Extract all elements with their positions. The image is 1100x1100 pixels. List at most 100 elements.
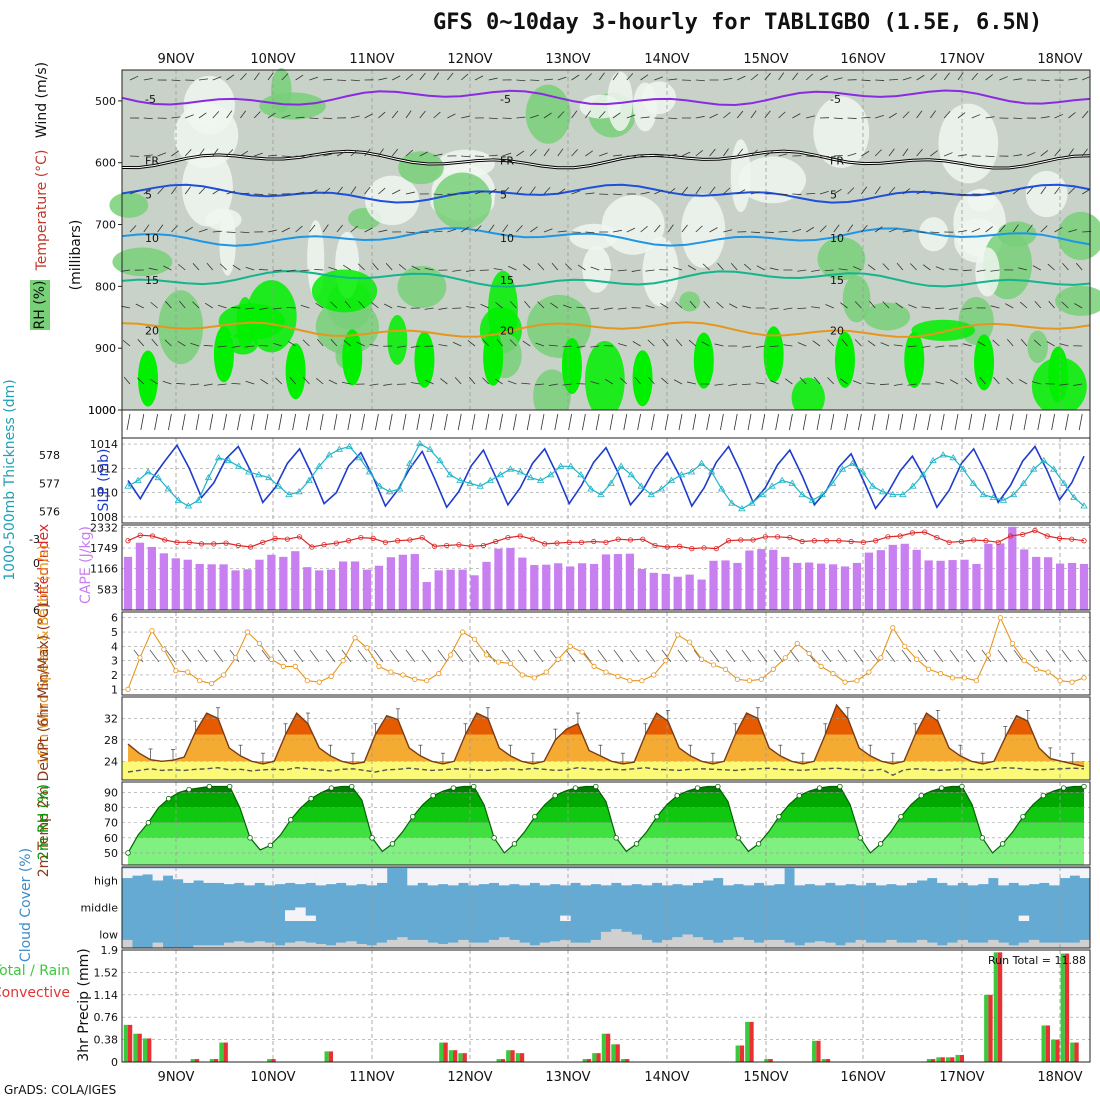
cloud-high-clear [1008, 868, 1019, 883]
wind-barb [171, 116, 181, 119]
wind-barb [1068, 148, 1074, 157]
rh-shade [975, 247, 1000, 297]
wind-barb [548, 344, 558, 347]
wind-barb [350, 149, 358, 157]
wind-barb [171, 79, 181, 82]
surface-wind-barb [1023, 413, 1028, 431]
li-point [787, 534, 793, 541]
precip-convective-bar [453, 1050, 458, 1062]
rh-point [430, 792, 436, 799]
cloud-bar [152, 942, 164, 948]
li-point [1020, 531, 1026, 538]
wind-barb [323, 78, 333, 81]
temperature-contour-label: 5 [500, 189, 507, 202]
thickness-point [687, 468, 696, 475]
wind-barb [930, 110, 936, 119]
thickness-tick: 578 [39, 449, 60, 462]
wind-barb [522, 340, 531, 347]
cloud-bar [774, 939, 785, 948]
wind-barb [300, 269, 310, 272]
wind-barb [231, 307, 241, 309]
wind-barb [930, 231, 940, 234]
date-label-top: 14NOV [644, 52, 689, 67]
thickness-point [647, 490, 655, 498]
cloud-high-clear [285, 868, 296, 883]
cloud-bar [600, 931, 612, 948]
surface-wind-barb [885, 413, 890, 431]
dewpoint-line [127, 766, 1085, 776]
wind-barb [369, 343, 379, 347]
wind-barb [764, 72, 771, 81]
wind-barb [557, 230, 567, 233]
rh-tick: 90 [104, 787, 118, 800]
wind-barb [1006, 338, 1014, 347]
thickness-point [657, 485, 666, 492]
cape-bar [781, 556, 790, 610]
rh-shade [342, 329, 363, 386]
wind-barb [493, 268, 503, 271]
wind-barb [1005, 303, 1014, 309]
wind-barb [557, 188, 566, 195]
wind10m-axis-label: 10m Wind Speed & Barbs (m/s) [36, 545, 52, 765]
wind-speed-point [675, 632, 681, 638]
wind-barb-10m [373, 649, 384, 663]
wind-barb [557, 76, 567, 81]
date-label-top: 10NOV [250, 52, 295, 67]
wind-barb [1054, 148, 1061, 157]
wind-barb [756, 265, 765, 271]
wind-barb [957, 72, 964, 81]
temperature-label: Temperature (°C) [34, 150, 50, 272]
rh-legend-box [30, 280, 50, 330]
wind-speed-point [340, 658, 346, 664]
wind-barb [930, 73, 938, 81]
wind-barb [750, 149, 758, 157]
rh-shade [763, 326, 784, 383]
cloud-bar [682, 934, 693, 948]
wind-barb [902, 230, 912, 233]
precip-convective-bar [749, 1021, 754, 1062]
wind-barb [410, 382, 420, 385]
li-point [738, 537, 744, 543]
cape-bar [446, 569, 455, 610]
wind-barb [177, 340, 186, 347]
thickness-tick: 577 [39, 477, 60, 490]
precip-total-bar [209, 1059, 215, 1062]
wind-barb [150, 301, 158, 309]
wind-barb [424, 267, 434, 271]
wind-barb [204, 302, 214, 309]
wind-barb [275, 377, 283, 385]
rh-point [857, 835, 863, 841]
wind-speed-point [376, 663, 382, 669]
surface-wind-barb [375, 413, 379, 431]
surface-wind-barb [471, 413, 476, 431]
wind-barb [778, 193, 788, 196]
wind-barb [149, 378, 158, 385]
wind-frame [121, 611, 1091, 696]
cape-bar [984, 543, 993, 610]
wind-barb [957, 112, 966, 119]
wind-barb [543, 78, 553, 81]
wind-barb [259, 307, 269, 310]
wind-barb [792, 113, 801, 119]
thickness-point [969, 479, 978, 486]
wind-barb-10m [1029, 649, 1040, 663]
wind-barb [148, 267, 158, 271]
rh-shade [158, 290, 204, 365]
thickness-point [476, 482, 484, 489]
surface-wind-barb [927, 413, 931, 431]
wind-barb [888, 186, 896, 195]
cape-bar [625, 553, 635, 610]
wind-barb [612, 72, 619, 81]
rh-point [125, 850, 131, 856]
cape-bar [1020, 549, 1029, 610]
wind-barb [1012, 188, 1021, 195]
thickness-point [577, 471, 585, 478]
wind-barb [1034, 300, 1042, 309]
cloud-bar [651, 942, 663, 948]
wind-barb [874, 226, 883, 233]
wind-barb [977, 341, 986, 347]
wind-barb [184, 186, 191, 195]
rh-point [410, 814, 416, 820]
thickness-point [234, 462, 243, 469]
cloud-bar [519, 942, 530, 948]
